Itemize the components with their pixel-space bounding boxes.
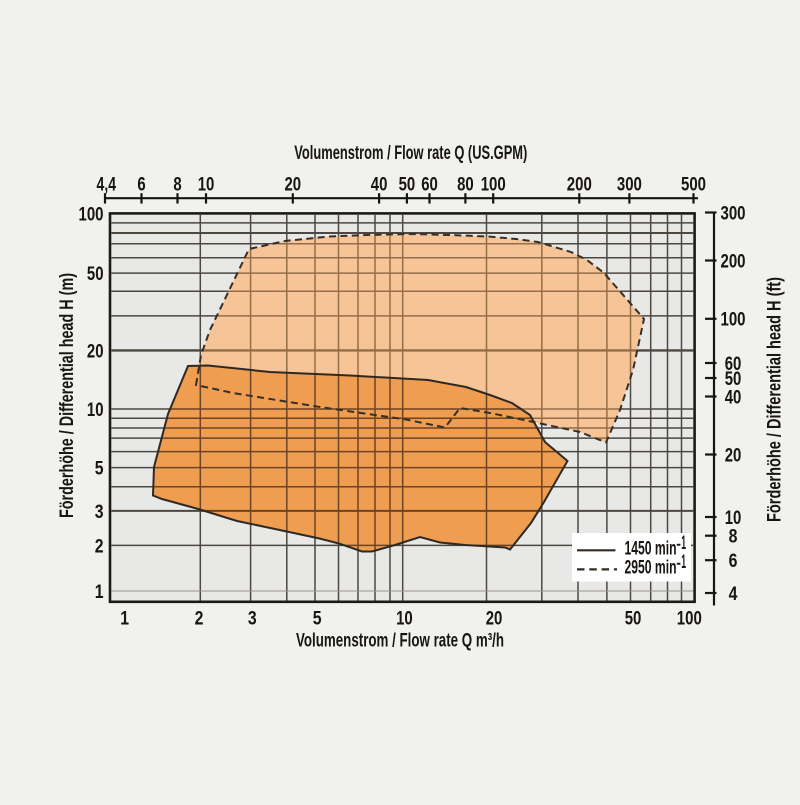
svg-text:3: 3 xyxy=(95,502,104,523)
svg-text:2950 min: 2950 min xyxy=(625,558,677,579)
svg-text:Förderhöhe / Differential head: Förderhöhe / Differential head H (ft) xyxy=(765,277,786,522)
svg-text:100: 100 xyxy=(481,174,506,195)
svg-text:100: 100 xyxy=(677,609,702,630)
svg-text:80: 80 xyxy=(457,174,474,195)
svg-text:1: 1 xyxy=(681,552,686,573)
svg-text:3: 3 xyxy=(248,609,257,630)
svg-text:10: 10 xyxy=(725,508,742,529)
svg-text:10: 10 xyxy=(396,609,413,630)
svg-text:4,4: 4,4 xyxy=(97,174,117,195)
svg-text:20: 20 xyxy=(285,174,302,195)
svg-text:20: 20 xyxy=(486,609,503,630)
svg-text:20: 20 xyxy=(725,445,742,466)
svg-text:40: 40 xyxy=(725,387,742,408)
svg-text:1: 1 xyxy=(95,582,104,603)
svg-text:100: 100 xyxy=(721,310,746,331)
svg-text:1: 1 xyxy=(681,533,686,554)
svg-text:8: 8 xyxy=(729,527,738,548)
svg-text:300: 300 xyxy=(617,174,642,195)
svg-text:50: 50 xyxy=(399,174,416,195)
svg-text:100: 100 xyxy=(79,204,104,225)
svg-text:5: 5 xyxy=(95,459,104,480)
svg-text:50: 50 xyxy=(625,609,642,630)
svg-text:60: 60 xyxy=(725,354,742,375)
svg-text:10: 10 xyxy=(198,174,215,195)
svg-text:6: 6 xyxy=(137,174,145,195)
svg-text:5: 5 xyxy=(313,609,322,630)
svg-text:300: 300 xyxy=(721,203,746,224)
svg-text:500: 500 xyxy=(681,174,706,195)
svg-text:20: 20 xyxy=(87,341,104,362)
svg-text:2: 2 xyxy=(95,536,104,557)
svg-text:50: 50 xyxy=(725,369,742,390)
svg-text:1: 1 xyxy=(120,609,129,630)
svg-text:Förderhöhe / Differential head: Förderhöhe / Differential head H (m) xyxy=(57,273,78,518)
svg-text:60: 60 xyxy=(421,174,438,195)
svg-text:Volumenstrom / Flow rate Q m³/: Volumenstrom / Flow rate Q m³/h xyxy=(296,630,504,651)
svg-text:200: 200 xyxy=(721,251,746,272)
svg-text:10: 10 xyxy=(87,400,104,421)
svg-text:1450 min: 1450 min xyxy=(625,539,677,560)
svg-text:8: 8 xyxy=(173,174,181,195)
svg-text:50: 50 xyxy=(87,264,104,285)
svg-text:4: 4 xyxy=(729,584,738,605)
svg-text:40: 40 xyxy=(371,174,388,195)
svg-text:2: 2 xyxy=(195,609,204,630)
svg-text:Volumenstrom / Flow rate Q (US: Volumenstrom / Flow rate Q (US.GPM) xyxy=(294,143,527,164)
svg-text:6: 6 xyxy=(729,551,738,572)
svg-text:200: 200 xyxy=(567,174,592,195)
